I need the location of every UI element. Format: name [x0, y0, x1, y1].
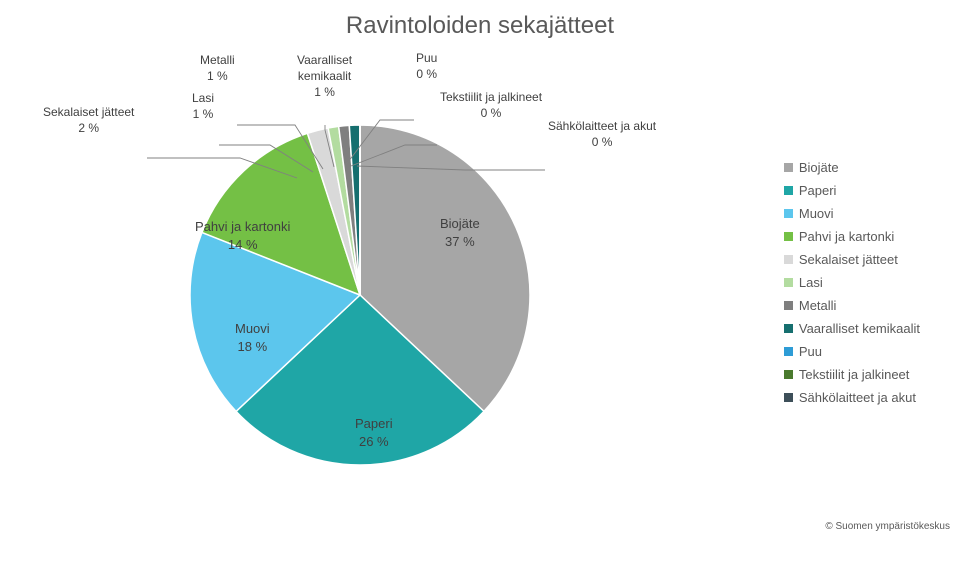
callout-puu: Puu 0 % — [416, 50, 437, 82]
legend-label: Puu — [799, 344, 822, 359]
slice-label-muovi: Muovi 18 % — [235, 320, 270, 355]
legend-swatch — [784, 209, 793, 218]
slice-label-biojate: Biojäte 37 % — [440, 215, 480, 250]
legend-label: Sähkölaitteet ja akut — [799, 390, 916, 405]
callout-sahko: Sähkölaitteet ja akut 0 % — [548, 118, 656, 150]
legend-item: Lasi — [784, 275, 920, 290]
legend-swatch — [784, 232, 793, 241]
legend-label: Muovi — [799, 206, 834, 221]
legend-item: Tekstiilit ja jalkineet — [784, 367, 920, 382]
legend-label: Biojäte — [799, 160, 839, 175]
legend-item: Pahvi ja kartonki — [784, 229, 920, 244]
legend-swatch — [784, 301, 793, 310]
legend-label: Vaaralliset kemikaalit — [799, 321, 920, 336]
legend-label: Pahvi ja kartonki — [799, 229, 894, 244]
legend-item: Paperi — [784, 183, 920, 198]
legend-label: Sekalaiset jätteet — [799, 252, 898, 267]
legend-swatch — [784, 370, 793, 379]
legend-label: Tekstiilit ja jalkineet — [799, 367, 910, 382]
legend-item: Muovi — [784, 206, 920, 221]
legend-swatch — [784, 393, 793, 402]
callout-sekalaiset: Sekalaiset jätteet 2 % — [43, 104, 134, 136]
legend-swatch — [784, 324, 793, 333]
callout-tekstiilit: Tekstiilit ja jalkineet 0 % — [440, 89, 542, 121]
callout-metalli: Metalli 1 % — [200, 52, 235, 84]
legend-item: Vaaralliset kemikaalit — [784, 321, 920, 336]
legend-item: Puu — [784, 344, 920, 359]
legend-item: Sekalaiset jätteet — [784, 252, 920, 267]
callout-vaaralliset: Vaaralliset kemikaalit 1 % — [297, 52, 352, 101]
legend-item: Biojäte — [784, 160, 920, 175]
legend-swatch — [784, 347, 793, 356]
callout-lasi: Lasi 1 % — [192, 90, 214, 122]
legend-swatch — [784, 278, 793, 287]
copyright: © Suomen ympäristökeskus — [825, 521, 950, 532]
legend-label: Metalli — [799, 298, 837, 313]
legend-label: Lasi — [799, 275, 823, 290]
legend-label: Paperi — [799, 183, 837, 198]
legend: Biojäte Paperi Muovi Pahvi ja kartonki Sekal… — [784, 160, 920, 413]
slice-label-pahvi: Pahvi ja kartonki 14 % — [195, 218, 290, 253]
legend-item: Metalli — [784, 298, 920, 313]
legend-swatch — [784, 186, 793, 195]
legend-swatch — [784, 255, 793, 264]
slice-label-paperi: Paperi 26 % — [355, 415, 393, 450]
legend-item: Sähkölaitteet ja akut — [784, 390, 920, 405]
legend-swatch — [784, 163, 793, 172]
